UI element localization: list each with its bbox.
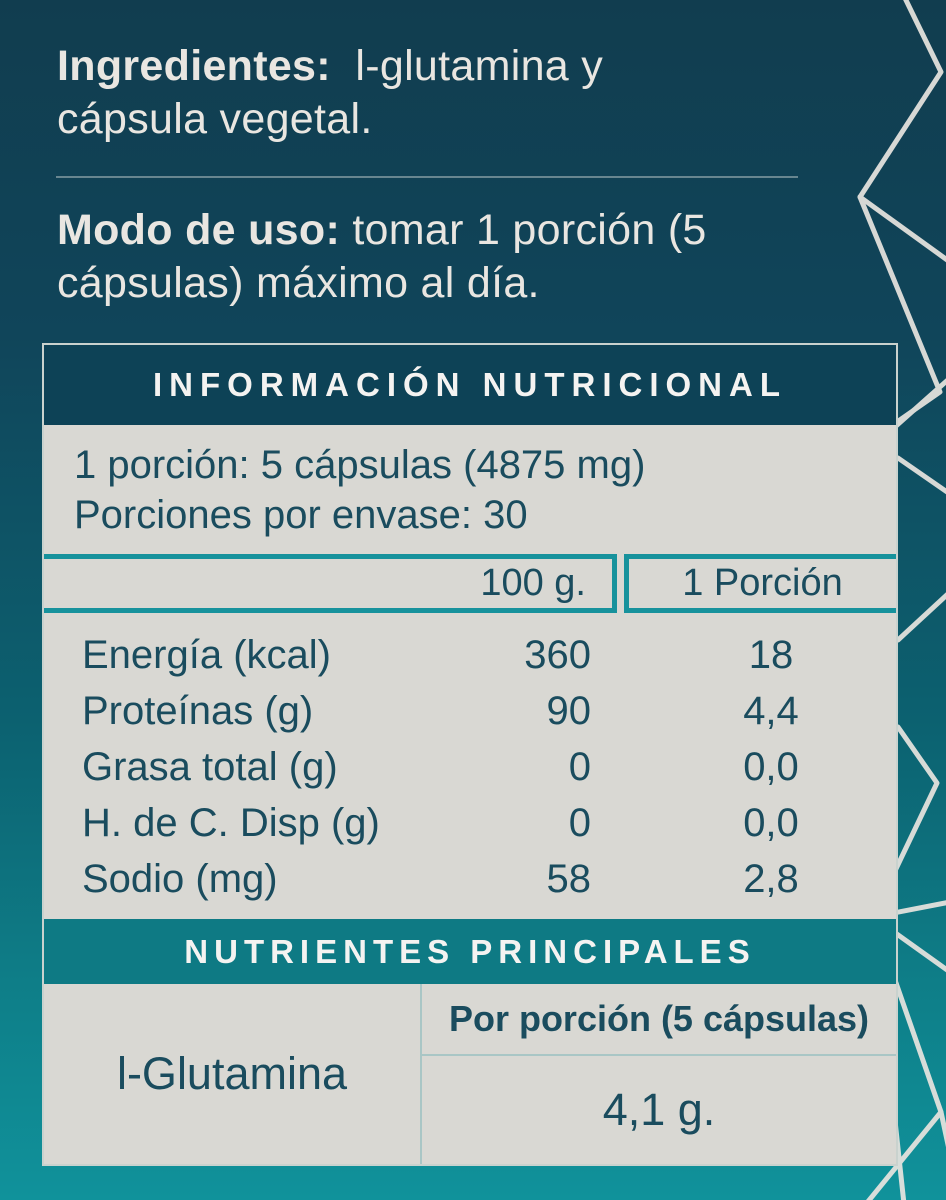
portion-column-header: Por porción (5 cápsulas): [422, 984, 896, 1057]
column-header-row: 100 g. 1 Porción: [44, 554, 896, 614]
column-header-100g: 100 g.: [44, 554, 617, 614]
table-row: Energía (kcal) 360 18: [44, 627, 896, 683]
servings-per-container-line: Porciones por envase: 30: [74, 492, 528, 537]
row-value-portion: 0,0: [743, 745, 799, 790]
usage-label: Modo de uso:: [57, 206, 341, 254]
ingredients-paragraph: Ingredientes: l-glutamina y cápsula vege…: [57, 40, 717, 146]
serving-size-line: 1 porción: 5 cápsulas (4875 mg): [74, 443, 646, 487]
usage-text: tomar 1 porción (5 cápsulas) máximo al d…: [57, 206, 707, 307]
table-row: Proteínas (g) 90 4,4: [44, 683, 896, 739]
row-value-portion: 4,4: [743, 689, 799, 734]
mesh-line: [938, 1109, 946, 1148]
section-divider: [56, 176, 798, 178]
table-row: Sodio (mg) 58 2,8: [44, 851, 896, 907]
nutrient-detail-column: Por porción (5 cápsulas) 4,1 g.: [422, 984, 896, 1164]
row-value-100g: 360: [524, 633, 591, 678]
row-value-100g: 0: [568, 801, 591, 846]
row-label: Sodio (mg): [82, 857, 278, 902]
nutrient-value: 4,1 g.: [602, 1084, 716, 1136]
mesh-line: [893, 378, 946, 429]
table-row: H. de C. Disp (g) 0 0,0: [44, 795, 896, 851]
mesh-line: [857, 0, 944, 200]
nutrition-table-title: INFORMACIÓN NUTRICIONAL: [44, 345, 896, 425]
row-value-portion: 2,8: [743, 857, 799, 902]
table-row: Grasa total (g) 0 0,0: [44, 739, 896, 795]
column-header-gap: [617, 554, 624, 613]
nutrient-name: l-Glutamina: [44, 984, 422, 1165]
row-label: Proteínas (g): [82, 689, 314, 734]
row-value-portion: 0,0: [743, 801, 799, 846]
mesh-line: [895, 455, 946, 495]
ingredients-label: Ingredientes:: [57, 42, 331, 90]
ingredients-text: l-glutamina y cápsula vegetal.: [57, 42, 604, 143]
row-value-100g: 58: [546, 857, 592, 902]
main-nutrients-band: NUTRIENTES PRINCIPALES: [44, 919, 896, 985]
nutrition-facts-table: INFORMACIÓN NUTRICIONAL 1 porción: 5 cáp…: [42, 343, 898, 1167]
column-header-portion: 1 Porción: [624, 554, 896, 614]
row-label: Grasa total (g): [82, 745, 338, 790]
serving-info: 1 porción: 5 cápsulas (4875 mg) Porcione…: [44, 425, 896, 548]
row-value-portion: 18: [748, 633, 794, 678]
usage-paragraph: Modo de uso: tomar 1 porción (5 cápsulas…: [57, 204, 707, 310]
row-value-100g: 90: [546, 689, 592, 734]
row-label: Energía (kcal): [82, 633, 331, 678]
row-label: H. de C. Disp (g): [82, 801, 380, 846]
mesh-line: [857, 194, 946, 263]
mesh-line: [895, 592, 946, 643]
main-nutrients-section: l-Glutamina Por porción (5 cápsulas) 4,1…: [44, 984, 896, 1165]
row-value-100g: 0: [568, 745, 591, 790]
nutrition-rows: Energía (kcal) 360 18 Proteínas (g) 90 4…: [44, 613, 896, 919]
